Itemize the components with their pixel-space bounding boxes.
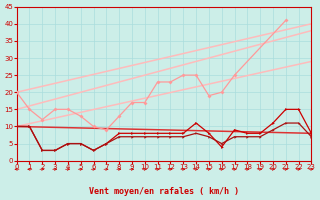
X-axis label: Vent moyen/en rafales ( km/h ): Vent moyen/en rafales ( km/h ): [89, 187, 239, 196]
